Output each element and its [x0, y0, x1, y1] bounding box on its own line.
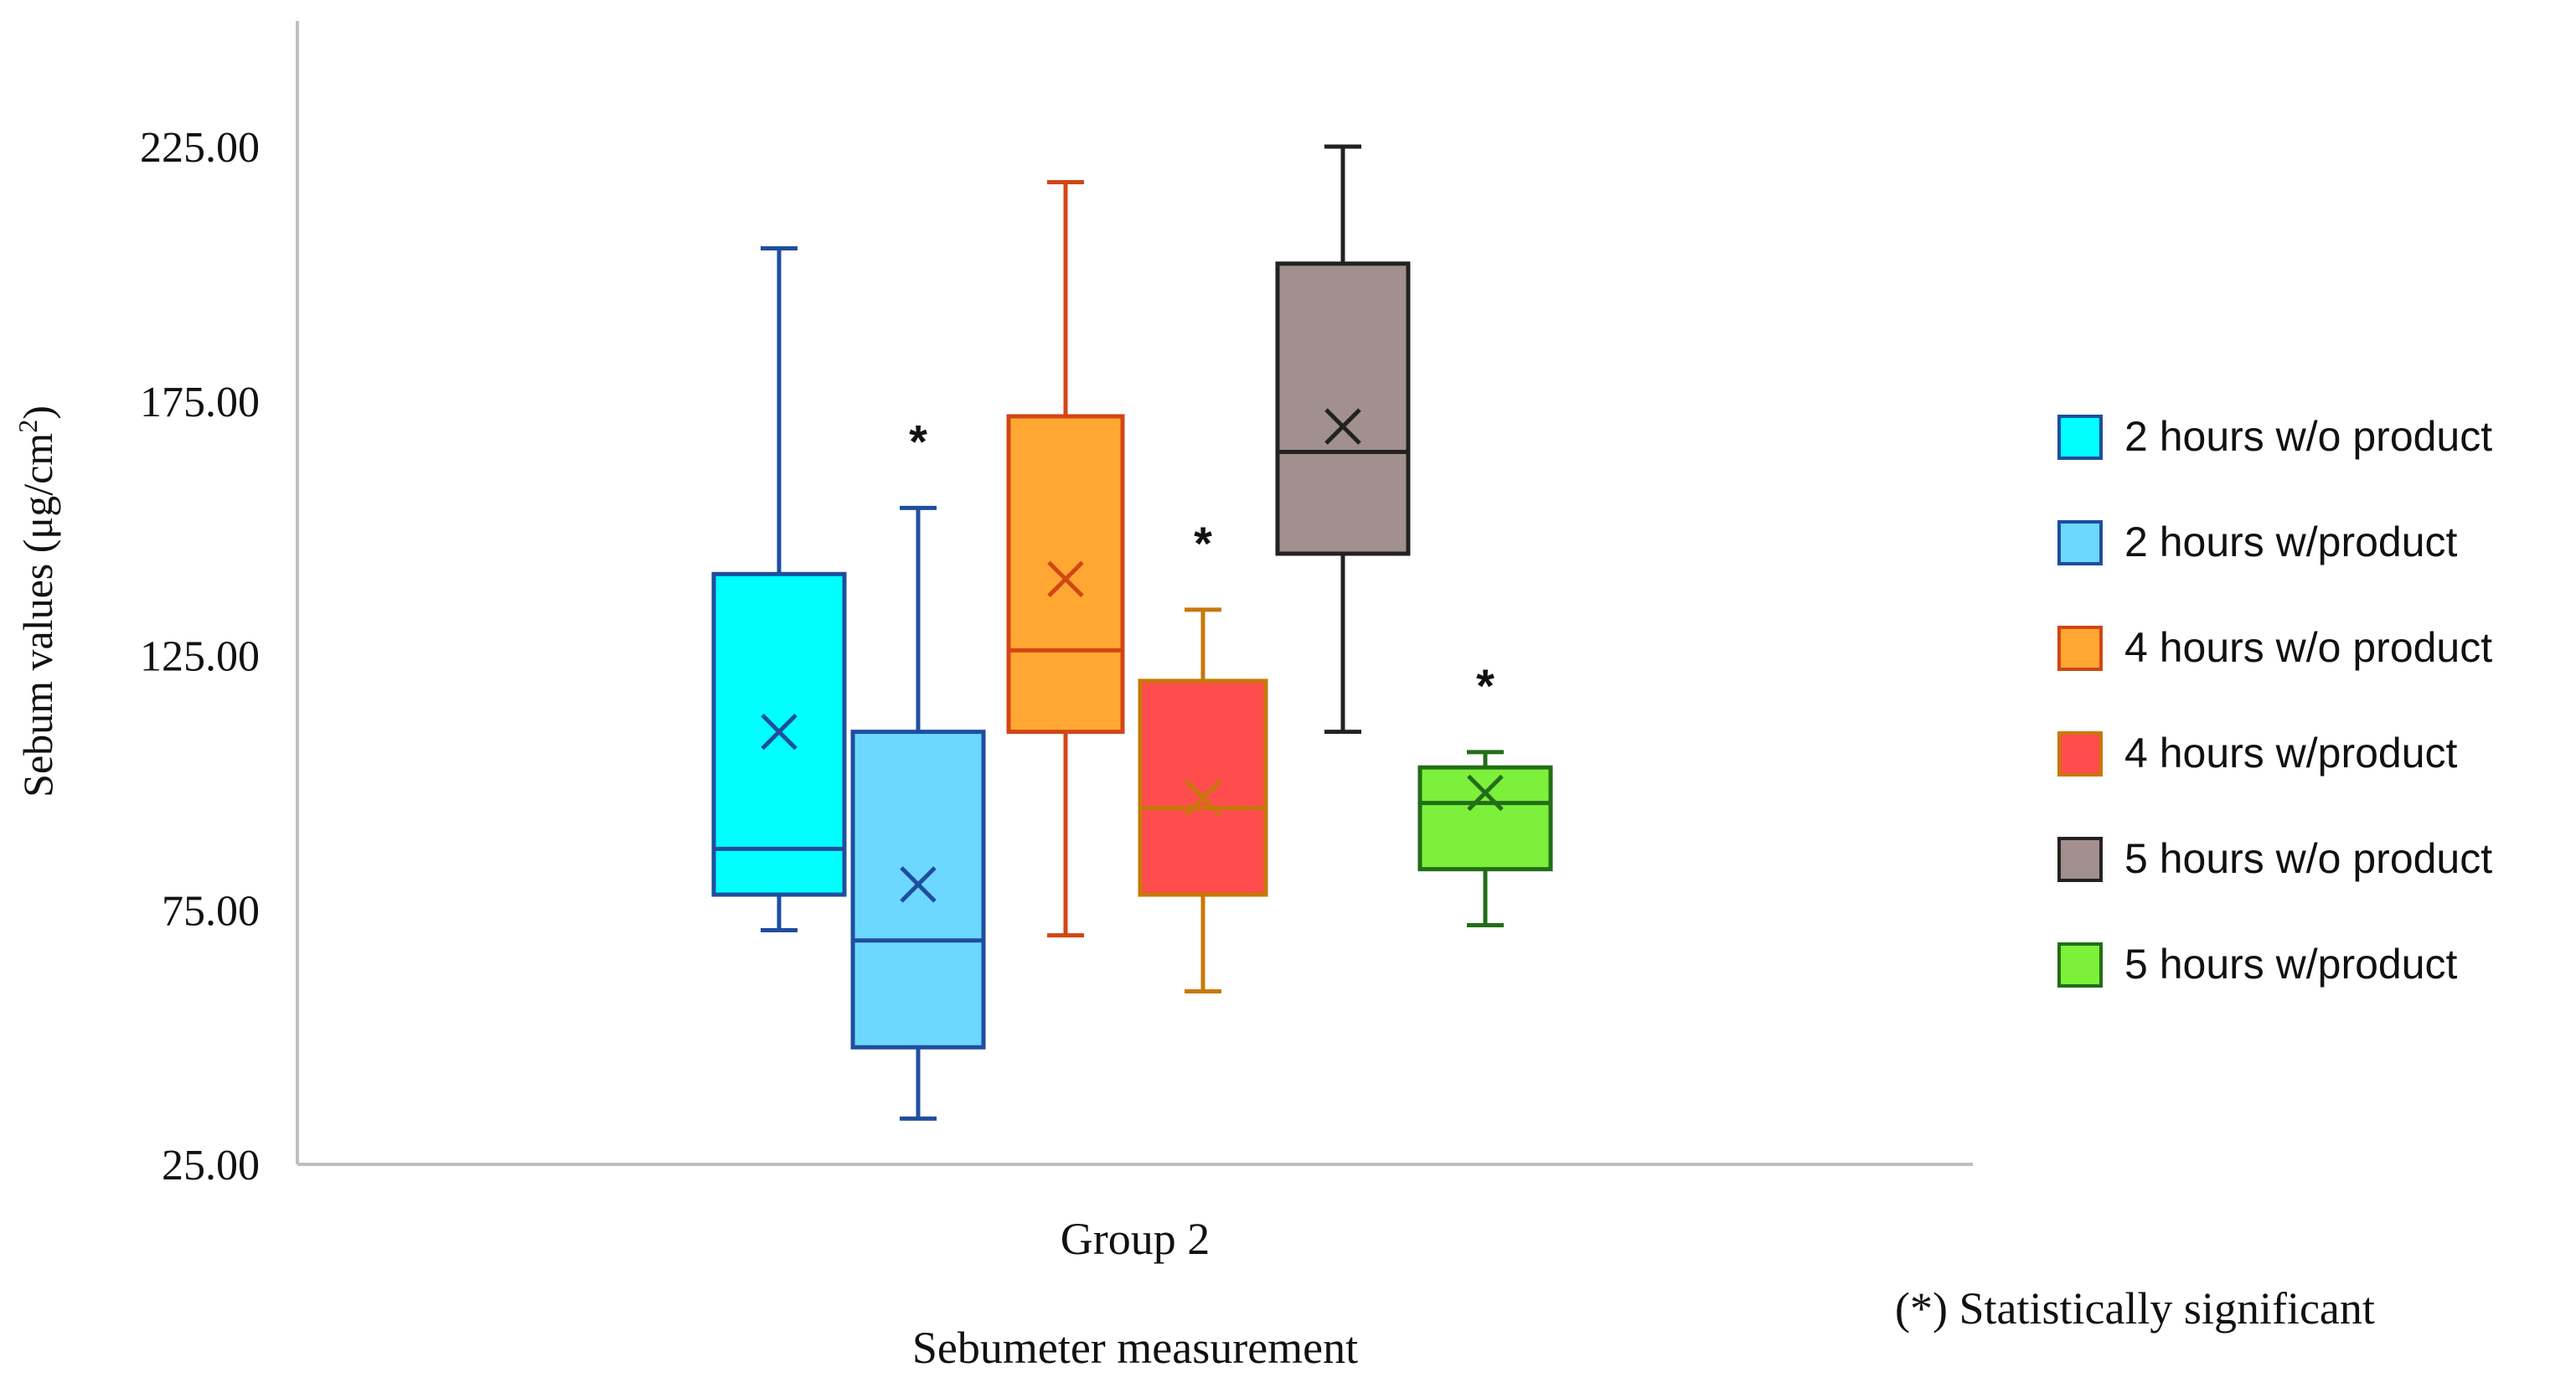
iqr-box: [1138, 679, 1268, 897]
iqr-box: [850, 730, 986, 1050]
y-tick-label: 225.00: [140, 124, 260, 172]
legend-item: 4 hours w/o product: [2057, 624, 2492, 671]
legend-label: 2 hours w/o product: [2124, 413, 2492, 460]
significance-asterisk: *: [1194, 517, 1212, 570]
iqr-box: [711, 571, 847, 897]
box-3: [1006, 180, 1125, 938]
legend-item: 2 hours w/product: [2057, 519, 2458, 565]
y-tick-label: 25.00: [162, 1142, 260, 1189]
legend-label: 2 hours w/product: [2124, 519, 2458, 565]
mean-marker: [1047, 560, 1084, 598]
mean-marker: [900, 866, 937, 903]
y-tick-label: 125.00: [140, 633, 260, 681]
legend-swatch: [2057, 626, 2103, 671]
significance-asterisk: *: [1476, 659, 1494, 712]
legend-swatch: [2057, 520, 2103, 565]
significance-note: (*) Statistically significant: [1895, 1283, 2375, 1334]
iqr-box: [1275, 261, 1411, 556]
y-axis-label-close: ): [14, 405, 61, 420]
legend-swatch: [2057, 415, 2103, 460]
box-4: *: [1138, 517, 1268, 993]
mean-marker: [761, 713, 798, 751]
legend-swatch: [2057, 731, 2103, 777]
iqr-box: [1417, 765, 1553, 872]
box-2: *: [850, 415, 986, 1121]
box-6: *: [1417, 659, 1553, 927]
legend-item: 5 hours w/product: [2057, 941, 2458, 988]
y-axis-label: Sebum values (μg/cm2): [13, 405, 61, 797]
legend-swatch: [2057, 942, 2103, 988]
box-series: * * *: [711, 144, 1553, 1121]
legend-item: 5 hours w/o product: [2057, 835, 2492, 882]
y-tick-label: 75.00: [162, 887, 260, 935]
iqr-box: [1006, 414, 1125, 735]
x-category-label: Group 2: [1061, 1214, 1210, 1264]
legend-item: 4 hours w/product: [2057, 730, 2458, 777]
box-5: [1275, 144, 1411, 735]
y-axis-label-superscript: 2: [13, 420, 43, 433]
axes: 25.00 75.00 125.00 175.00 225.00: [140, 21, 1973, 1189]
mean-marker: [1185, 779, 1221, 817]
x-axis-label: Sebumeter measurement: [912, 1323, 1358, 1373]
mean-marker: [1324, 408, 1361, 445]
legend: 2 hours w/o product 2 hours w/product 4 ho…: [2057, 413, 2492, 988]
y-tick-label: 175.00: [140, 379, 260, 426]
legend-label: 4 hours w/product: [2124, 730, 2458, 777]
legend-swatch: [2057, 837, 2103, 882]
box-1: [711, 246, 847, 933]
mean-marker: [1467, 774, 1504, 812]
significance-asterisk: *: [909, 415, 927, 467]
legend-label: 5 hours w/o product: [2124, 835, 2492, 882]
legend-label: 5 hours w/product: [2124, 941, 2458, 988]
legend-label: 4 hours w/o product: [2124, 624, 2492, 671]
legend-item: 2 hours w/o product: [2057, 413, 2492, 460]
